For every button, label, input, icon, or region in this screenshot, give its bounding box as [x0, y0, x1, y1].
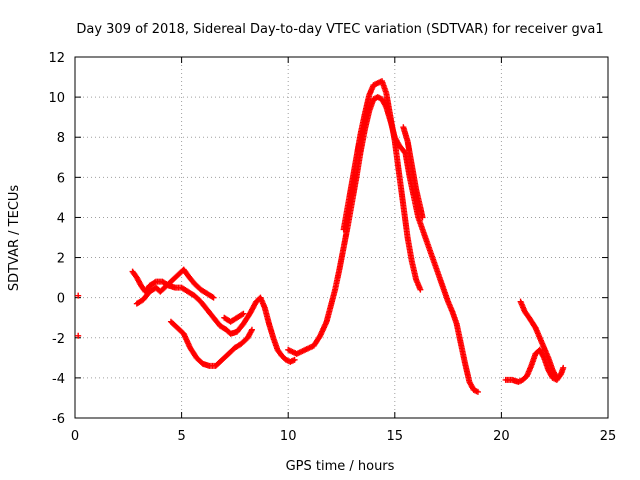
- y-tick-label: 0: [57, 292, 65, 307]
- series-arc-a: [129, 268, 298, 365]
- data-point-marker: [210, 294, 217, 301]
- y-tick-label: -6: [52, 412, 65, 427]
- series-arc-tail: [400, 124, 426, 221]
- data-point-marker: [75, 332, 82, 339]
- series-arc-main: [285, 94, 481, 395]
- y-tick-label: 10: [48, 91, 65, 106]
- data-point-marker: [239, 311, 246, 318]
- x-tick-label: 10: [280, 429, 297, 444]
- x-tick-label: 15: [387, 429, 404, 444]
- axis-ticks: 0 5 10 15 20 25 -6 -4 -2 0 2 4 6 8 10 12: [48, 51, 616, 444]
- data-points: [75, 78, 567, 395]
- data-point-marker: [75, 292, 82, 299]
- plot-frame: [74, 56, 609, 419]
- y-tick-label: 6: [57, 171, 65, 186]
- x-axis-label: GPS time / hours: [286, 459, 395, 474]
- y-tick-label: 12: [48, 51, 65, 66]
- data-point-marker: [560, 364, 567, 371]
- grid: [75, 57, 608, 418]
- data-point-marker: [474, 388, 481, 395]
- series-isolated-lower: [75, 332, 82, 339]
- series-arc-d: [221, 310, 247, 325]
- x-tick-label: 25: [600, 429, 617, 444]
- series-arc-c: [167, 318, 255, 369]
- series-arc-b: [133, 266, 217, 307]
- x-tick-label: 0: [71, 429, 79, 444]
- data-point-marker: [291, 356, 298, 363]
- data-point-marker: [209, 293, 216, 300]
- series-arc-upper: [340, 78, 424, 293]
- series-isolated-upper: [75, 292, 82, 299]
- y-axis-label: SDTVAR / TECUs: [7, 185, 22, 292]
- x-tick-label: 20: [493, 429, 510, 444]
- series-arc-late-upper: [517, 298, 560, 381]
- data-point-marker: [417, 286, 424, 293]
- data-point-marker: [553, 374, 560, 381]
- y-tick-label: 2: [57, 252, 65, 267]
- y-tick-label: -4: [52, 372, 65, 387]
- data-point-marker: [151, 279, 158, 286]
- chart-title: Day 309 of 2018, Sidereal Day-to-day VTE…: [76, 22, 603, 37]
- data-point-marker: [248, 326, 255, 333]
- data-point-marker: [419, 214, 426, 221]
- y-tick-label: 4: [57, 211, 65, 226]
- data-point-marker: [240, 310, 247, 317]
- y-tick-label: 8: [57, 131, 65, 146]
- y-tick-label: -2: [52, 332, 65, 347]
- x-tick-label: 5: [177, 429, 185, 444]
